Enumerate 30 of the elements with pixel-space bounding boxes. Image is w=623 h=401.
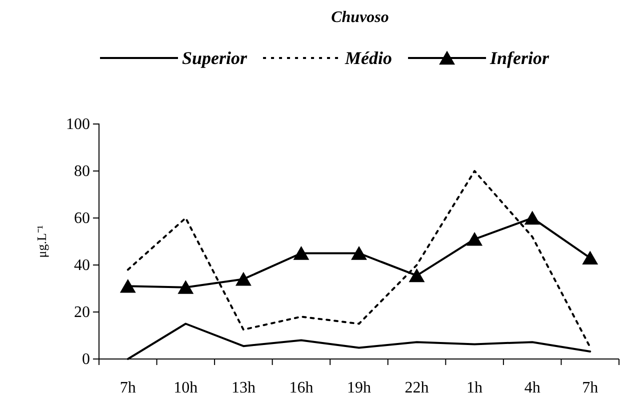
point: [235, 272, 252, 286]
chart-title: Chuvoso: [331, 9, 389, 26]
point: [293, 246, 310, 260]
point: [408, 268, 425, 282]
y-axis-title: μg.L⁻¹: [34, 225, 49, 258]
point: [178, 280, 194, 294]
x-tick-label: 16h: [289, 379, 314, 396]
y-tick-label: 100: [66, 116, 90, 134]
x-tick-label: 10h: [174, 379, 198, 396]
x-tick-label: 13h: [231, 379, 256, 396]
point: [351, 246, 367, 260]
legend-label: Inferior: [489, 48, 550, 68]
legend-label: Superior: [182, 48, 248, 68]
y-tick-label: 0: [82, 351, 90, 368]
y-tick-label: 40: [74, 257, 90, 274]
point: [120, 278, 136, 293]
point: [466, 232, 483, 246]
x-tick-label: 4h: [524, 379, 540, 396]
legend-label: Médio: [344, 48, 392, 68]
y-tick-label: 80: [74, 163, 90, 180]
y-tick-label: 20: [74, 304, 90, 322]
x-tick-label: 1h: [466, 379, 483, 396]
y-tick-label: 60: [74, 210, 90, 228]
line-series: [126, 170, 592, 348]
x-tick-label: 22h: [404, 379, 429, 396]
x-tick-label: 19h: [347, 379, 371, 396]
point: [524, 210, 540, 225]
x-tick-label: 7h: [582, 379, 598, 396]
x-tick-label: 7h: [120, 379, 136, 396]
point: [582, 250, 598, 265]
